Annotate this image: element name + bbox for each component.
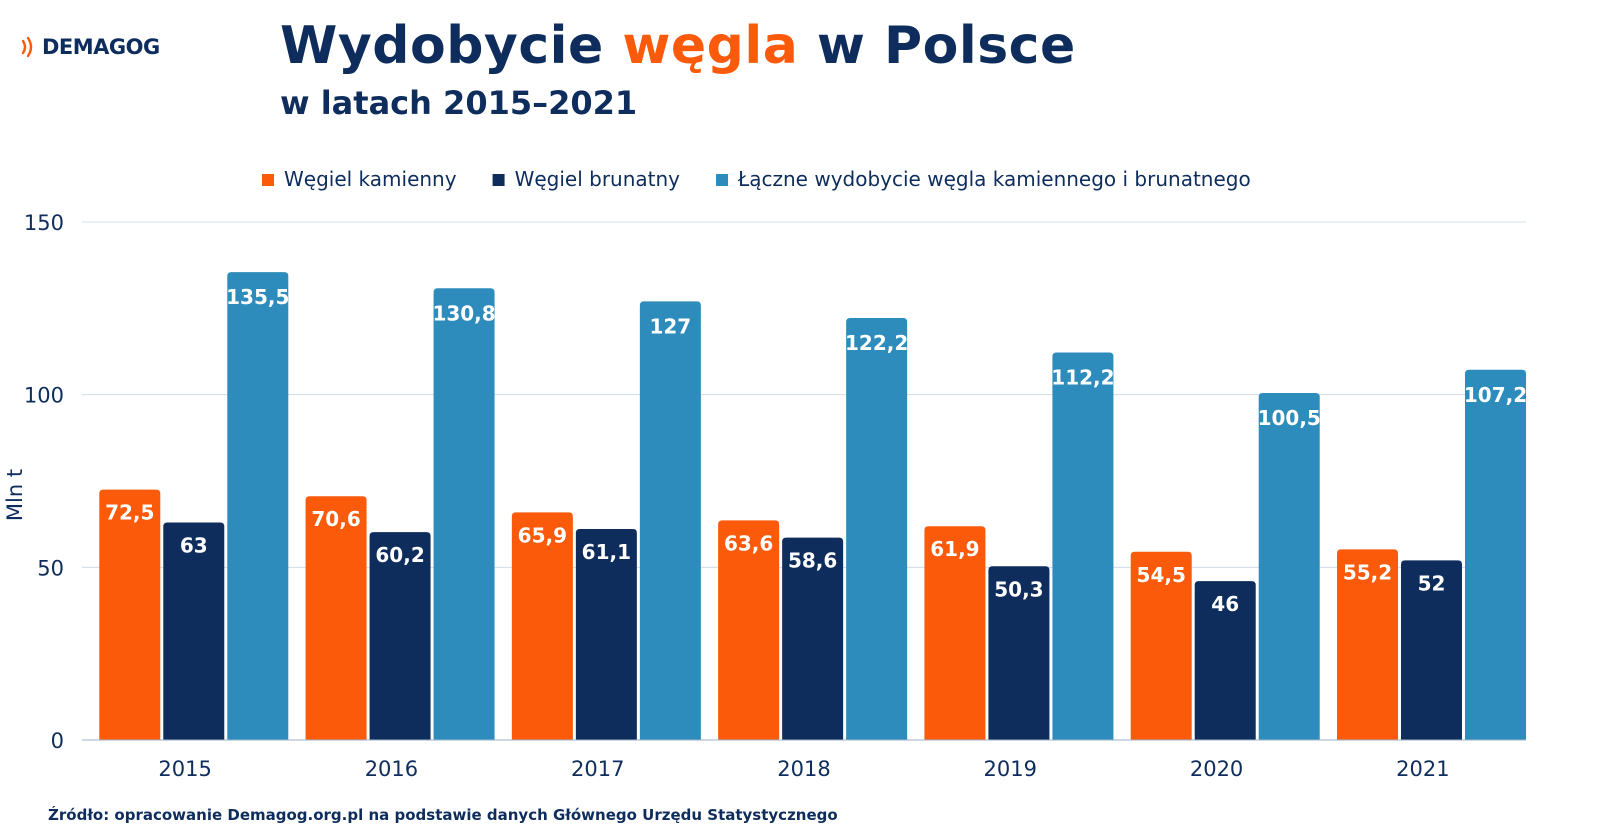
data-label: 100,5 — [1258, 406, 1321, 430]
bar — [99, 489, 161, 740]
data-label: 122,2 — [845, 331, 908, 355]
bar — [305, 496, 367, 740]
y-axis-label: Mln t — [3, 469, 27, 521]
y-axis: 0 50 100 150 Mln t — [3, 211, 64, 753]
data-label: 50,3 — [994, 577, 1043, 601]
bar — [1465, 369, 1526, 740]
x-tick-label: 2015 — [158, 757, 211, 781]
data-label: 55,2 — [1343, 560, 1392, 584]
broadcast-icon — [21, 36, 33, 58]
data-label: 60,2 — [375, 543, 424, 567]
y-tick-label: 150 — [24, 211, 64, 235]
bar — [639, 301, 701, 740]
bar — [1401, 560, 1462, 740]
bar — [1337, 549, 1398, 740]
x-axis: 2015 2016 2017 2018 2019 2020 2021 — [82, 739, 1526, 781]
y-tick-label: 100 — [24, 384, 64, 408]
x-tick-label: 2021 — [1396, 757, 1449, 781]
bar — [433, 288, 495, 740]
bar — [163, 522, 225, 740]
bars-group: 72,5 63 135,5 70,6 60,2 130,8 65,9 61,1 127 63,6 5… — [99, 272, 1527, 740]
bar — [1052, 352, 1114, 740]
legend-label: Łączne wydobycie węgla kamiennego i brun… — [737, 167, 1251, 191]
legend-swatch — [716, 174, 729, 186]
x-tick-label: 2019 — [984, 757, 1037, 781]
chart-subtitle: w latach 2015–2021 — [280, 84, 638, 122]
bar — [924, 526, 986, 740]
logo-text: DEMAGOG — [42, 35, 160, 59]
y-tick-label: 0 — [51, 729, 64, 753]
bar — [1258, 392, 1320, 740]
data-label: 61,1 — [582, 540, 631, 564]
data-label: 130,8 — [432, 301, 495, 325]
bar — [227, 272, 289, 740]
data-label: 65,9 — [518, 523, 567, 547]
source-note: Źródło: opracowanie Demagog.org.pl na po… — [48, 806, 838, 824]
y-tick-label: 50 — [37, 556, 64, 580]
bar — [369, 532, 431, 740]
data-label: 54,5 — [1137, 563, 1186, 587]
chart-title: Wydobycie węgla w Polsce — [280, 12, 1076, 80]
data-label: 58,6 — [788, 549, 837, 573]
x-tick-label: 2017 — [571, 757, 624, 781]
data-label: 52 — [1418, 571, 1446, 595]
data-label: 61,9 — [930, 537, 979, 561]
data-label: 107,2 — [1464, 383, 1527, 407]
legend-swatch — [262, 174, 274, 186]
data-label: 135,5 — [226, 285, 289, 309]
bar — [988, 566, 1050, 740]
title-highlight: węgla — [622, 16, 799, 76]
data-label: 63 — [180, 533, 208, 557]
chart-legend: Węgiel kamienny Węgiel brunatny Łączne wyd… — [262, 167, 1251, 191]
legend-label: Węgiel kamienny — [284, 167, 457, 191]
data-label: 46 — [1211, 592, 1239, 616]
bar — [511, 512, 573, 740]
bar — [718, 520, 780, 740]
data-label: 72,5 — [105, 501, 154, 525]
title-end: w Polsce — [798, 16, 1076, 76]
x-tick-label: 2016 — [365, 757, 418, 781]
demagog-logo: DEMAGOG — [20, 32, 160, 62]
bar — [846, 318, 908, 740]
data-label: 112,2 — [1051, 366, 1114, 390]
bar — [1130, 551, 1192, 740]
legend-swatch — [492, 174, 505, 186]
data-label: 70,6 — [311, 507, 360, 531]
bar-chart: Węgiel kamienny Węgiel brunatny Łączne wyd… — [3, 167, 1527, 781]
bar — [782, 537, 844, 740]
title-start: Wydobycie — [280, 16, 623, 76]
bar — [575, 529, 637, 740]
x-tick-label: 2018 — [777, 757, 830, 781]
bar — [1194, 581, 1256, 740]
legend-label: Węgiel brunatny — [515, 167, 681, 191]
x-tick-label: 2020 — [1190, 757, 1243, 781]
data-label: 63,6 — [724, 531, 773, 555]
data-label: 127 — [649, 314, 691, 338]
